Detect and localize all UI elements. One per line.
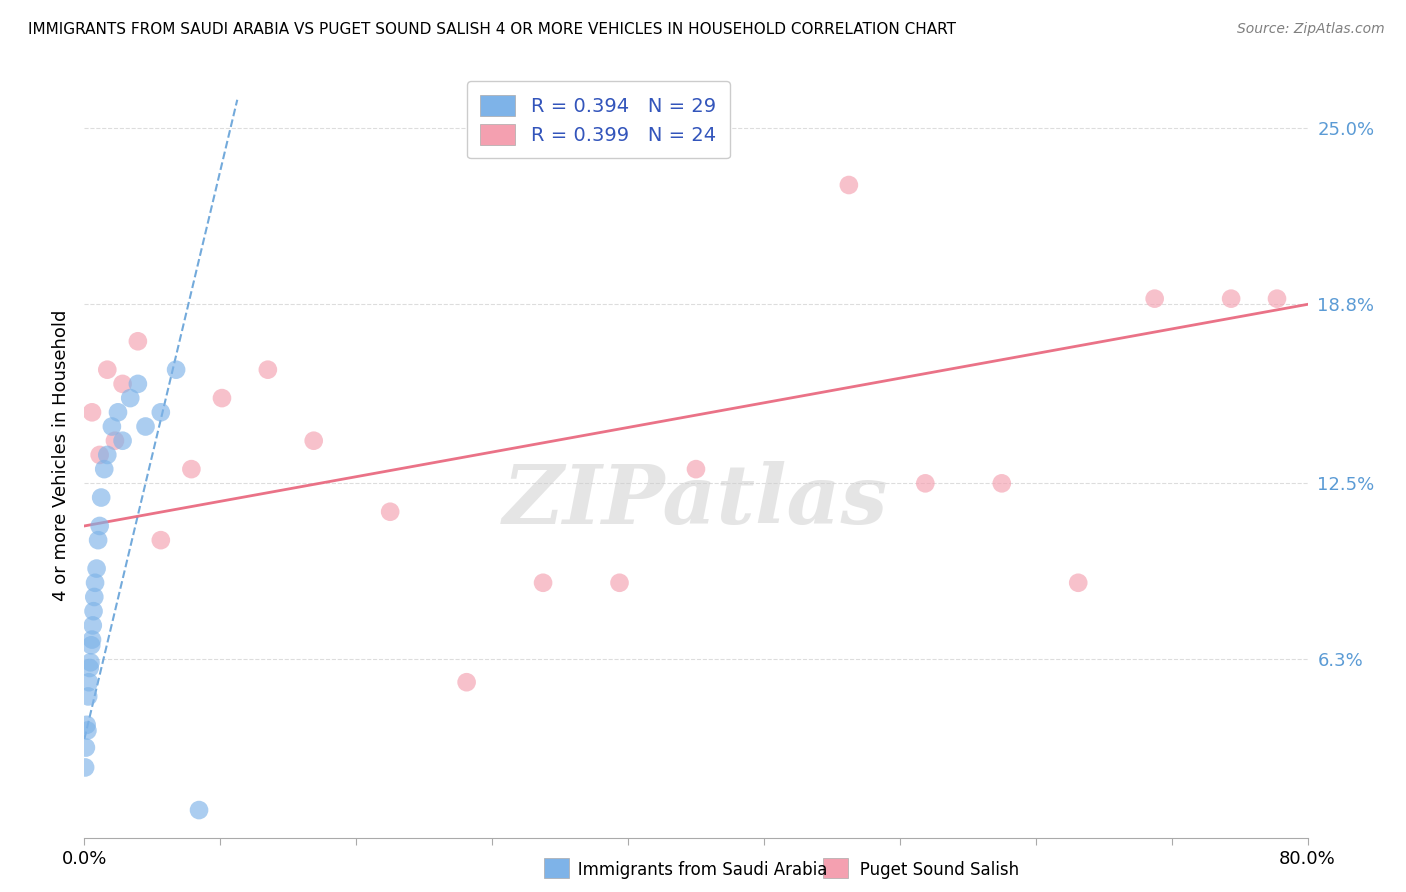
Point bbox=[380, 505, 402, 519]
Point bbox=[1265, 292, 1288, 306]
Point bbox=[75, 740, 97, 755]
Point bbox=[96, 362, 118, 376]
Point bbox=[609, 575, 631, 590]
Point bbox=[77, 675, 100, 690]
FancyBboxPatch shape bbox=[823, 858, 848, 878]
Point bbox=[86, 561, 108, 575]
Point bbox=[914, 476, 936, 491]
Point bbox=[1220, 292, 1243, 306]
Point bbox=[90, 491, 112, 505]
Point bbox=[1067, 575, 1090, 590]
Point bbox=[838, 178, 860, 192]
Point bbox=[127, 376, 149, 391]
Point bbox=[149, 533, 172, 548]
Point bbox=[135, 419, 157, 434]
Point bbox=[83, 590, 105, 604]
Text: IMMIGRANTS FROM SAUDI ARABIA VS PUGET SOUND SALISH 4 OR MORE VEHICLES IN HOUSEHO: IMMIGRANTS FROM SAUDI ARABIA VS PUGET SO… bbox=[28, 22, 956, 37]
Point bbox=[80, 632, 103, 647]
Point bbox=[93, 462, 115, 476]
Point bbox=[685, 462, 707, 476]
Point bbox=[257, 362, 280, 376]
Point bbox=[531, 575, 554, 590]
Point bbox=[82, 618, 104, 632]
Point bbox=[75, 760, 97, 774]
Point bbox=[79, 656, 101, 670]
Text: ZIPatlas: ZIPatlas bbox=[503, 461, 889, 541]
Point bbox=[104, 434, 127, 448]
Point bbox=[79, 661, 101, 675]
Point bbox=[120, 391, 142, 405]
Point bbox=[180, 462, 202, 476]
Point bbox=[84, 575, 107, 590]
Point bbox=[107, 405, 129, 419]
Point bbox=[1143, 292, 1166, 306]
Point bbox=[96, 448, 118, 462]
Point bbox=[111, 434, 134, 448]
Text: Source: ZipAtlas.com: Source: ZipAtlas.com bbox=[1237, 22, 1385, 37]
Point bbox=[302, 434, 325, 448]
Point bbox=[211, 391, 233, 405]
Point bbox=[149, 405, 172, 419]
Point bbox=[991, 476, 1014, 491]
Point bbox=[456, 675, 478, 690]
Legend: R = 0.394   N = 29, R = 0.399   N = 24: R = 0.394 N = 29, R = 0.399 N = 24 bbox=[467, 81, 730, 159]
Point bbox=[76, 723, 98, 738]
Point bbox=[127, 334, 149, 349]
Point bbox=[101, 419, 124, 434]
Point bbox=[188, 803, 211, 817]
Point bbox=[111, 376, 134, 391]
Point bbox=[80, 405, 103, 419]
Point bbox=[83, 604, 105, 618]
Point bbox=[165, 362, 187, 376]
Point bbox=[80, 638, 103, 652]
Point bbox=[89, 448, 111, 462]
Y-axis label: 4 or more Vehicles in Household: 4 or more Vehicles in Household bbox=[52, 310, 70, 600]
Text: Puget Sound Salish: Puget Sound Salish bbox=[844, 861, 1019, 879]
Point bbox=[76, 718, 98, 732]
Text: Immigrants from Saudi Arabia: Immigrants from Saudi Arabia bbox=[562, 861, 828, 879]
Point bbox=[87, 533, 110, 548]
FancyBboxPatch shape bbox=[544, 858, 569, 878]
Point bbox=[77, 690, 100, 704]
Point bbox=[89, 519, 111, 533]
